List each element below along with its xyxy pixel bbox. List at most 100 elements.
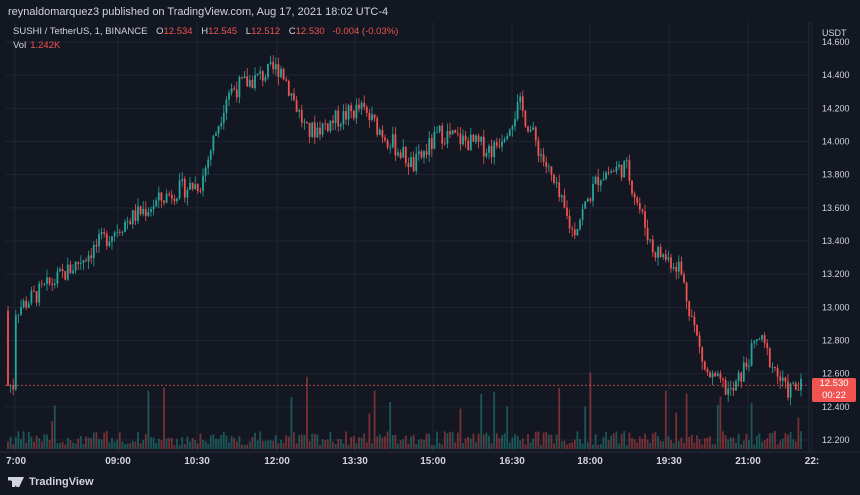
volume-bar xyxy=(404,435,407,449)
candle-body xyxy=(423,151,425,158)
candle-body xyxy=(537,140,540,156)
candle-body xyxy=(558,182,561,198)
candle-body xyxy=(72,270,74,274)
volume-bar xyxy=(685,393,688,449)
volume-bar xyxy=(794,441,797,449)
candle-body xyxy=(605,172,607,179)
candle-body xyxy=(745,362,748,367)
candle-body xyxy=(391,134,394,148)
candle-body xyxy=(469,134,472,151)
volume-bar xyxy=(14,437,17,449)
volume-bar xyxy=(597,444,600,449)
candle-body xyxy=(545,161,548,167)
volume-bar xyxy=(355,443,358,449)
candle-body xyxy=(90,255,93,259)
volume-bar xyxy=(376,436,379,449)
candle-body xyxy=(202,175,204,192)
candle-body xyxy=(319,127,321,135)
volume-bar xyxy=(212,434,215,449)
candle-body xyxy=(82,260,85,264)
volume-bar xyxy=(339,439,342,449)
time-tick-label: 09:00 xyxy=(105,456,131,467)
candle-body xyxy=(516,102,519,119)
candle-body xyxy=(176,198,178,202)
volume-bar xyxy=(558,387,561,449)
candle-body xyxy=(449,131,451,135)
volume-bar xyxy=(719,396,722,449)
candle-body xyxy=(246,76,249,87)
volume-bar xyxy=(378,434,381,449)
volume-bar xyxy=(433,444,436,449)
candle-body xyxy=(599,180,602,186)
volume-bar xyxy=(623,431,626,449)
candle-body xyxy=(766,343,769,349)
volume-bar xyxy=(92,432,95,449)
candle-body xyxy=(376,118,379,135)
time-tick-label: 7:00 xyxy=(6,456,26,467)
volume-bar xyxy=(529,442,532,449)
currency-label[interactable]: USDT xyxy=(822,28,847,38)
candle-body xyxy=(371,114,373,120)
candle-body xyxy=(597,176,600,186)
volume-bar xyxy=(641,438,644,449)
last-price-tag: 12.530 00:22 xyxy=(812,378,856,402)
volume-bar xyxy=(787,434,789,449)
volume-bar xyxy=(644,433,646,449)
price-tick-label: 14.600 xyxy=(822,37,850,47)
volume-bar xyxy=(121,441,124,449)
volume-bar xyxy=(144,433,147,449)
candle-body xyxy=(243,76,246,79)
volume-bar xyxy=(709,436,711,449)
candle-body xyxy=(706,369,709,373)
time-tick-label: 12:00 xyxy=(264,456,290,467)
candle-body xyxy=(677,261,680,272)
candle-body xyxy=(360,102,363,109)
candle-body xyxy=(43,283,46,285)
candle-body xyxy=(586,198,589,202)
candle-body xyxy=(352,111,355,119)
volume-bar xyxy=(235,441,238,449)
tradingview-logo[interactable]: TradingView xyxy=(8,476,94,488)
volume-bar xyxy=(399,440,402,449)
volume-bar xyxy=(251,437,254,449)
candle-body xyxy=(160,192,163,201)
volume-bar xyxy=(586,442,589,449)
volume-bar xyxy=(321,438,324,449)
candle-body xyxy=(698,335,701,347)
candle-body xyxy=(631,180,633,194)
volume-bar xyxy=(56,443,59,449)
volume-bar xyxy=(267,440,269,449)
volume-bar xyxy=(391,435,394,449)
candle-body xyxy=(27,303,30,308)
candle-body xyxy=(573,229,576,236)
candle-body xyxy=(77,261,80,264)
volume-bar xyxy=(264,440,267,449)
high-label: H xyxy=(201,26,209,37)
volume-bar xyxy=(69,440,72,449)
volume-bar xyxy=(22,431,25,449)
volume-bar xyxy=(680,437,683,449)
volume-bar xyxy=(402,439,405,449)
volume-bar xyxy=(493,391,496,449)
volume-bar xyxy=(605,431,607,449)
volume-bar xyxy=(690,434,693,449)
volume-bar xyxy=(488,435,490,449)
candle-body xyxy=(40,283,43,285)
volume-bar xyxy=(285,435,288,449)
candle-body xyxy=(592,183,594,201)
candle-body xyxy=(259,71,262,74)
candle-body xyxy=(641,209,644,212)
open-value: 12.534 xyxy=(163,26,193,37)
volume-bar xyxy=(105,431,108,449)
volume-bar xyxy=(766,438,769,449)
publisher-text: reynaldomarquez3 published on TradingVie… xyxy=(8,6,389,18)
volume-bar xyxy=(300,434,303,449)
volume-bar xyxy=(521,438,524,449)
volume-bar xyxy=(740,444,743,449)
volume-bar xyxy=(347,444,350,449)
candle-body xyxy=(438,125,441,132)
time-tick-label: 18:00 xyxy=(577,456,603,467)
volume-bar xyxy=(51,420,54,449)
volume-bar xyxy=(716,404,719,449)
